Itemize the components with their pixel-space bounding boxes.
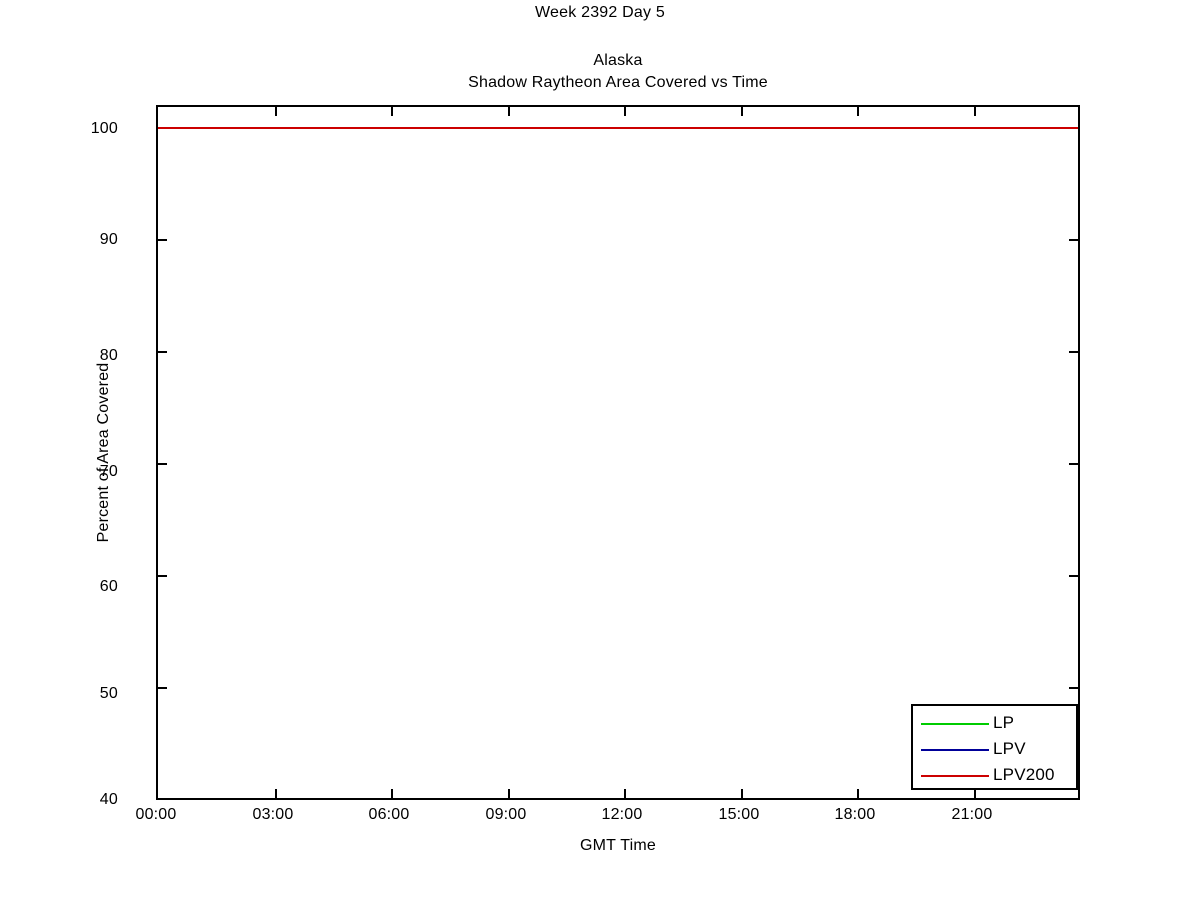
y-tick-mark-50 xyxy=(158,687,167,689)
legend-item-lp[interactable]: LP xyxy=(913,710,1076,736)
y-tick-mark-50-right xyxy=(1069,687,1078,689)
y-tick-mark-40-right xyxy=(1069,798,1078,800)
legend-label-lpv200: LPV200 xyxy=(993,765,1055,784)
x-tick-label-1500: 15:00 xyxy=(718,806,760,823)
legend-swatch-lpv200 xyxy=(921,775,989,777)
x-tick-mark-2100-top xyxy=(974,107,976,116)
x-tick-label-2100: 21:00 xyxy=(951,806,993,823)
x-tick-label-1200: 12:00 xyxy=(601,806,643,823)
y-tick-mark-70-right xyxy=(1069,463,1078,465)
y-tick-label-80: 80 xyxy=(99,347,118,364)
x-tick-mark-1500-top xyxy=(741,107,743,116)
y-tick-label-70: 70 xyxy=(99,463,118,480)
x-tick-mark-0300-top xyxy=(275,107,277,116)
x-tick-mark-1200-top xyxy=(624,107,626,116)
x-tick-mark-1800-top xyxy=(857,107,859,116)
legend-swatch-lpv xyxy=(921,749,989,751)
chart-title: Alaska Shadow Raytheon Area Covered vs T… xyxy=(156,50,1080,94)
chart-title-subtitle: Shadow Raytheon Area Covered vs Time xyxy=(468,74,768,91)
legend-item-lpv[interactable]: LPV xyxy=(913,736,1076,762)
y-tick-label-90: 90 xyxy=(99,231,118,248)
x-tick-label-0300: 03:00 xyxy=(252,806,294,823)
x-tick-mark-0300 xyxy=(275,789,277,798)
x-tick-mark-2100 xyxy=(974,789,976,798)
series-line-lpv200 xyxy=(158,127,1078,129)
x-tick-mark-0900 xyxy=(508,789,510,798)
y-tick-mark-70 xyxy=(158,463,167,465)
y-tick-label-40: 40 xyxy=(99,791,118,808)
legend-item-lpv200[interactable]: LPV200 xyxy=(913,762,1076,788)
week-day-header: Week 2392 Day 5 xyxy=(535,4,665,21)
x-tick-label-1800: 18:00 xyxy=(834,806,876,823)
y-tick-mark-80-right xyxy=(1069,351,1078,353)
x-tick-label-0600: 06:00 xyxy=(368,806,410,823)
y-tick-mark-40 xyxy=(158,798,167,800)
legend-label-lp: LP xyxy=(993,713,1015,732)
y-tick-label-60: 60 xyxy=(99,578,118,595)
x-tick-mark-1800 xyxy=(857,789,859,798)
legend-label-lpv: LPV xyxy=(993,739,1026,758)
x-tick-mark-0900-top xyxy=(508,107,510,116)
x-tick-mark-0600 xyxy=(391,789,393,798)
chart-title-main: Alaska xyxy=(593,52,643,69)
x-axis-label: GMT Time xyxy=(580,837,656,854)
y-tick-label-50: 50 xyxy=(99,685,118,702)
y-axis-label: Percent of Area Covered xyxy=(95,362,112,543)
legend: LP LPV LPV200 xyxy=(911,704,1078,790)
plot-area xyxy=(156,105,1080,800)
y-tick-mark-80 xyxy=(158,351,167,353)
y-tick-mark-60-right xyxy=(1069,575,1078,577)
y-tick-mark-60 xyxy=(158,575,167,577)
x-tick-mark-1200 xyxy=(624,789,626,798)
x-tick-mark-0600-top xyxy=(391,107,393,116)
x-tick-mark-1500 xyxy=(741,789,743,798)
y-tick-mark-90-right xyxy=(1069,239,1078,241)
x-tick-label-0900: 09:00 xyxy=(485,806,527,823)
legend-swatch-lp xyxy=(921,723,989,725)
x-tick-label-0000: 00:00 xyxy=(135,806,177,823)
y-tick-label-100: 100 xyxy=(90,120,118,137)
y-tick-mark-90 xyxy=(158,239,167,241)
